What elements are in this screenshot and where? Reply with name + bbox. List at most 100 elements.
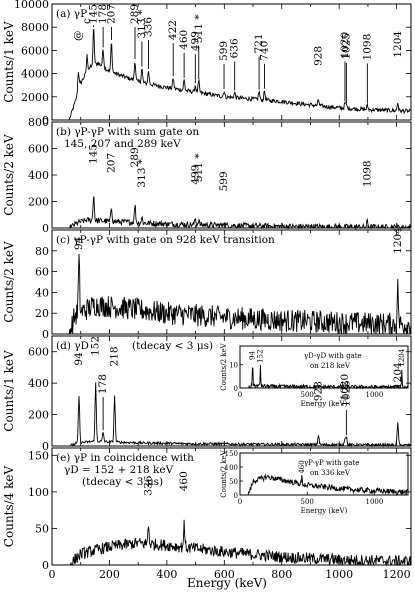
panel-title: (e) γP in coincidence with [56,452,194,464]
panel-subtitle: 145, 207 and 289 keV [64,138,181,150]
peak-label: 1204 [392,227,404,254]
peak-label: 599 [218,41,230,61]
peak-label: 1204 [392,31,404,58]
y-axis-label: Counts/1 keV [2,21,16,103]
panel-c: 0 20 40 60 80 Counts/2 keV (c) γP-γP with gate… [2,227,412,341]
panel-title: (a) γP [56,8,87,20]
inset-y-tick-label: 0 [234,492,238,500]
peak-label: c [81,18,93,24]
inset-peak-label: 460 [298,460,306,473]
y-tick-label: 10000 [14,0,49,11]
panel-frame [51,335,412,447]
inset-peak-label: 94 [249,351,257,360]
inset-peak-label: 1204 [398,348,406,366]
peak-label: 178 [97,4,109,24]
panel-frame [51,3,412,121]
y-tick-label: 0 [42,222,49,235]
y-tick-label: 80 [35,245,49,258]
inset-x-tick-label: 500 [301,391,314,399]
inset-peak-label: 152 [256,350,264,363]
peak-label: 460 [178,30,190,50]
panel-a: 0 2000 4000 6000 8000 10000 Counts/1 keV (a) γP… [2,0,412,127]
y-axis-label: Counts/1 keV [2,350,16,432]
panel-b: 0 200 400 600 800 Counts/2 keV (b) γP-γP with … [2,116,412,235]
inset-x-tick-label: 1000 [365,498,383,506]
peak-label: 313 * [136,9,148,38]
peak-label: 336 [142,475,154,495]
x-tick-label: 400 [156,568,177,581]
peak-label: 460 [178,471,190,491]
y-tick-label: 200 [28,196,49,209]
x-tick-label: 0 [49,568,56,581]
panel-subtitle-2: (tdecay < 3 μs) [82,476,163,488]
peak-label: 289 [129,147,141,167]
inset-y-tick-label: 50 [229,478,238,486]
panel-d: 0 200 400 600 Counts/1 keV (d) γD (tdecay < 3 … [2,335,412,453]
peak-label: 218 [109,346,121,366]
inset-title: γP-γP with gate [304,459,359,467]
y-tick-label: 100 [28,486,49,499]
peak-label: 511 * [193,153,205,182]
y-tick-label: 20 [35,307,49,320]
inset-y-axis-label: Counts/2 keV [220,449,228,497]
y-axis-label: Counts/4 keV [2,465,16,547]
spectrum-trace [52,196,412,230]
peak-label: 1098 [361,160,373,187]
panel-subtitle: (tdecay < 3 μs) [132,340,213,352]
panel-title: (c) γP-γP with gate on 928 keV transitio… [56,234,275,246]
inset-e: 0 50 100 150 0 500 1000 Energy (keV) Counts/2 ke… [220,449,409,515]
y-axis-label: Counts/2 keV [2,134,16,216]
y-tick-label: 0 [42,440,49,453]
inset-x-axis-label: Energy (keV) [301,507,348,515]
inset-y-tick-label: 0 [234,385,238,393]
y-tick-label: 0 [42,114,49,127]
inset-y-tick-label: 100 [225,464,238,472]
inset-x-tick-label: 0 [238,391,242,399]
y-tick-label: 50 [35,522,49,535]
peak-label: 145 [88,4,100,24]
peak-label: 511 * [193,14,205,43]
peak-label: 207 [105,153,117,173]
y-tick-label: 600 [28,143,49,156]
y-tick-label: 200 [28,409,49,422]
inset-x-axis-label: Energy (keV) [301,400,348,408]
y-tick-label: 40 [35,286,49,299]
peak-label: 94 [73,236,85,250]
inset-y-tick-label: 150 [225,450,238,458]
y-tick-label: 150 [28,449,49,462]
y-tick-label: 0 [42,559,49,572]
inset-d: 0 10 0 500 1000 Energy (keV) Counts/2 keV γD-γD… [220,342,409,408]
panel-title: (d) γD [56,340,89,352]
peak-label: 499 [189,165,201,185]
x-tick-label: 800 [271,568,292,581]
inset-x-tick-label: 0 [238,498,242,506]
inset-x-tick-label: 500 [301,498,314,506]
y-tick-label: 0 [42,328,49,341]
inset-frame [239,345,409,389]
x-tick-label: 600 [214,568,235,581]
peak-label: 599 [218,171,230,191]
panel-frame [51,229,412,335]
peak-label: 721 [253,33,265,53]
peak-label: 152 [90,336,102,356]
spectrum-trace [52,519,412,567]
y-tick-label: 400 [28,377,49,390]
inset-y-axis-label: Counts/2 keV [220,342,228,390]
peak-label: 1204 [392,362,404,389]
peak-label: 1020 [339,32,351,59]
panel-subtitle: γD = 152 + 218 keV [64,464,174,476]
y-tick-label: 400 [28,169,49,182]
peak-label: 928 [313,46,325,66]
x-tick-label: 1200 [383,568,411,581]
peak-label: 289 [129,4,141,24]
peak-label: 94 [73,352,85,366]
y-tick-label: 2000 [21,91,49,104]
spectrum-trace [52,253,412,335]
panel-frame [51,447,412,566]
y-tick-label: 4000 [21,68,49,81]
y-tick-label: 60 [35,266,49,279]
peak-label: 1025 [340,33,352,60]
peak-label: 336 [142,17,154,37]
